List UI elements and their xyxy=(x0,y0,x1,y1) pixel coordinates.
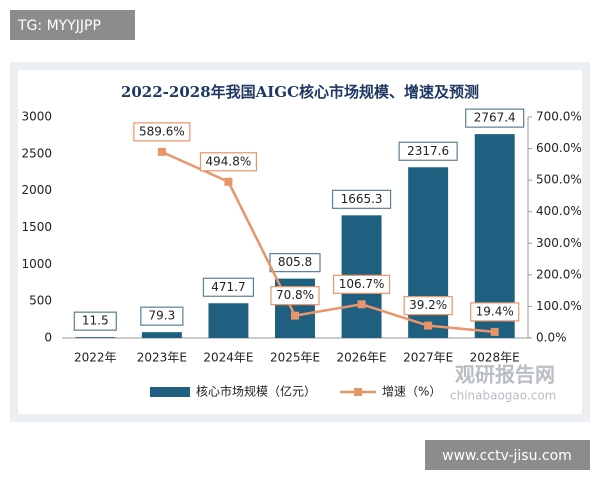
line-marker xyxy=(157,147,166,156)
y2-tick-label: 700.0% xyxy=(536,110,582,124)
y-tick-label: 500 xyxy=(29,294,52,308)
label-box xyxy=(73,311,117,331)
line-value-label: 106.7% xyxy=(339,277,385,291)
x-tick-label: 2024年E xyxy=(203,351,253,365)
line-value-label: 19.4% xyxy=(476,304,514,318)
label-box xyxy=(470,302,520,322)
y2-tick-label: 200.0% xyxy=(536,267,582,281)
bar xyxy=(141,332,182,338)
label-box xyxy=(199,152,258,172)
bar-value-label: 805.8 xyxy=(278,255,312,269)
bar-value-label: 2317.6 xyxy=(407,144,449,158)
line-value-label: 494.8% xyxy=(206,154,252,168)
label-box xyxy=(270,286,320,306)
label-box xyxy=(331,189,392,209)
x-tick-label: 2027年E xyxy=(403,351,453,365)
label-box xyxy=(140,306,184,326)
chart-title: 2022-2028年我国AIGC核心市场规模、增速及预测 xyxy=(121,83,479,101)
line-marker xyxy=(291,311,299,320)
label-box xyxy=(403,296,453,316)
label-box xyxy=(465,108,525,128)
y-tick-label: 1500 xyxy=(21,220,52,234)
y-tick-label: 1000 xyxy=(21,257,52,271)
label-box xyxy=(202,277,255,297)
x-tick-label: 2026年E xyxy=(337,351,387,365)
y2-tick-label: 400.0% xyxy=(536,204,582,218)
badge-box xyxy=(425,440,590,470)
line-marker xyxy=(224,177,233,186)
bar-value-label: 2767.4 xyxy=(474,111,516,125)
legend-label: 核心市场规模（亿元） xyxy=(196,384,316,399)
line-marker xyxy=(357,300,366,309)
bar-value-label: 471.7 xyxy=(211,280,245,294)
y2-tick-label: 300.0% xyxy=(536,236,582,250)
x-tick-label: 2028年E xyxy=(470,351,520,365)
line-value-label: 39.2% xyxy=(409,298,447,312)
growth-line xyxy=(161,150,495,334)
y2-tick-label: 600.0% xyxy=(536,141,582,155)
y-tick-label: 2500 xyxy=(21,146,52,160)
line-value-label: 589.6% xyxy=(139,124,185,138)
line-value-label: 70.8% xyxy=(276,288,314,302)
x-tick-label: 2023年E xyxy=(137,351,187,365)
x-tick-label: 2022年 xyxy=(74,351,117,365)
label-box xyxy=(332,274,391,294)
line-marker xyxy=(490,327,499,336)
y-tick-label: 3000 xyxy=(21,110,52,124)
watermark-badge: TG: MYYJJPP xyxy=(17,18,101,34)
y-tick-label: 0 xyxy=(44,331,52,345)
x-tick-label: 2025年E xyxy=(270,351,320,365)
watermark-url: chinabaogao.com xyxy=(450,389,556,403)
y2-tick-label: 0.0% xyxy=(536,331,567,345)
label-box xyxy=(398,141,458,161)
y2-tick-label: 500.0% xyxy=(536,173,582,187)
badge-box xyxy=(10,10,135,40)
watermark-badge: www.cctv-jisu.com xyxy=(442,448,572,464)
bar xyxy=(208,303,249,338)
watermark-logo: 观研报告网 xyxy=(455,363,555,387)
bar-value-label: 11.5 xyxy=(82,314,109,328)
legend-label: 增速（%） xyxy=(382,385,441,399)
line-marker xyxy=(424,321,433,330)
y2-tick-label: 100.0% xyxy=(536,299,582,313)
label-box xyxy=(133,122,191,142)
bar-value-label: 1665.3 xyxy=(341,192,383,206)
bar-value-label: 79.3 xyxy=(148,309,175,323)
legend-swatch xyxy=(150,387,190,397)
legend-swatch xyxy=(354,388,362,396)
y-tick-label: 2000 xyxy=(21,183,52,197)
bar xyxy=(75,337,116,338)
